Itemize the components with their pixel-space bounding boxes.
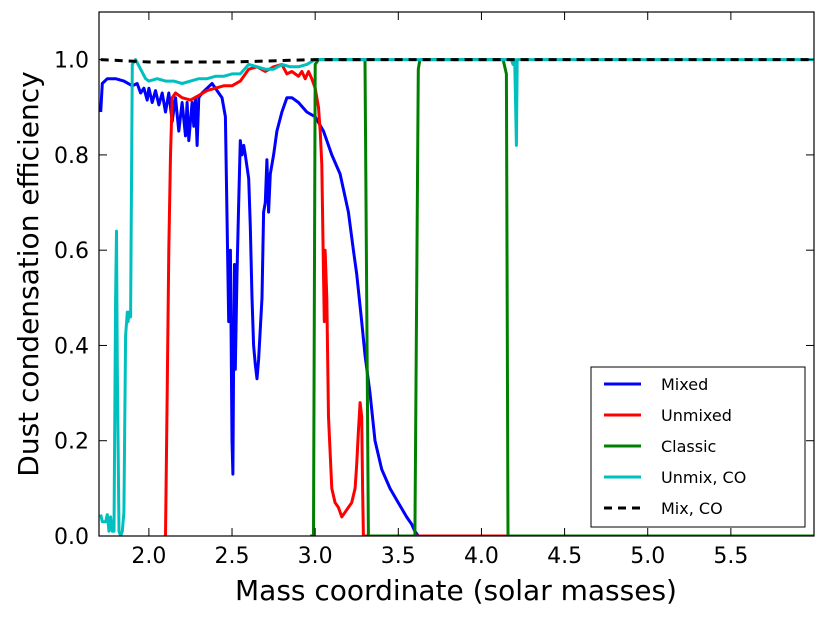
legend: Mixed Unmixed Classic Unmix, CO Mix, CO [590, 366, 806, 528]
y-tick-label: 0.6 [54, 239, 89, 264]
ticks-layer: 2.0 2.5 3.0 3.5 4.0 4.5 5.0 5.5 0.0 0.2 0.4 0.6 0.8 1… [54, 12, 814, 569]
series-line-mix-co [100, 58, 814, 64]
x-tick-label: 3.5 [381, 544, 416, 569]
legend-label: Classic [661, 437, 716, 456]
x-tick-label: 4.5 [547, 544, 582, 569]
y-tick-label: 0.8 [54, 144, 89, 169]
series-layer [99, 58, 814, 536]
series-line-mixed [99, 77, 814, 536]
y-tick-label: 0.4 [54, 334, 89, 359]
x-tick-label: 2.5 [215, 544, 250, 569]
y-axis-title: Dust condensation efficiency [12, 71, 45, 476]
y-tick-label: 1.0 [54, 49, 89, 74]
x-tick-label: 2.0 [131, 544, 166, 569]
x-tick-label: 5.5 [713, 544, 748, 569]
x-axis-title: Mass coordinate (solar masses) [235, 574, 677, 607]
legend-label: Mix, CO [661, 499, 723, 518]
x-tick-label: 4.0 [464, 544, 499, 569]
legend-label: Unmixed [661, 406, 732, 425]
y-tick-label: 0.2 [54, 430, 89, 455]
series-line-classic [310, 58, 814, 536]
x-tick-label: 5.0 [630, 544, 665, 569]
series-line-unmix-co [99, 58, 814, 536]
x-tick-label: 3.0 [298, 544, 333, 569]
legend-label: Unmix, CO [661, 468, 746, 487]
legend-label: Mixed [661, 375, 708, 394]
y-tick-label: 0.0 [54, 525, 89, 550]
plot-frame [98, 11, 815, 537]
series-line-unmixed [163, 62, 814, 536]
